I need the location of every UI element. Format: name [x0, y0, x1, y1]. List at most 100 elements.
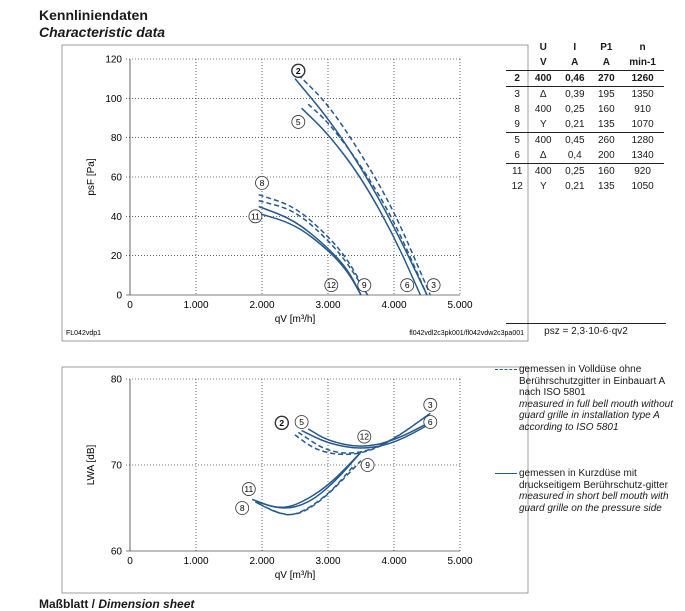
curve-marker-2 — [291, 63, 306, 78]
table-cell-row-u: 400 — [534, 166, 552, 177]
series-line-11 — [251, 451, 362, 509]
series-line-5 — [301, 421, 434, 449]
curve-marker-6 — [400, 278, 415, 293]
chart-frame — [61, 44, 529, 342]
series-line-3 — [297, 74, 431, 296]
curve-label-5: 5 — [299, 417, 304, 427]
curve-marker-9 — [357, 278, 372, 293]
x-tick-label: 1.000 — [183, 556, 208, 567]
y-axis-label: LWA [dB] — [86, 444, 97, 485]
x-tick-label: 5.000 — [447, 556, 472, 567]
series-line-8 — [258, 193, 369, 296]
series-line-3 — [297, 412, 431, 454]
table-cell-row-id: 5 — [514, 135, 520, 146]
x-tick-label: 4.000 — [381, 556, 406, 567]
curve-label-8: 8 — [260, 178, 265, 188]
curve-marker-2 — [274, 415, 290, 431]
x-tick-label: 4.000 — [381, 300, 406, 311]
table-cell-row-id: 6 — [506, 148, 529, 164]
table-cell-row-id: 12 — [511, 181, 523, 192]
table-cell-row-u: Y — [539, 181, 547, 192]
page-title: Kennliniendaten — [39, 7, 148, 23]
table-cell-row-u: Δ — [528, 148, 559, 164]
legend-solid: gemessen in Kurzdüse mit druckseitigem B… — [495, 468, 675, 514]
table-unit-id — [506, 55, 529, 71]
page-subtitle: Characteristic data — [39, 24, 166, 40]
table-unit-u: V — [528, 55, 559, 71]
table-cell-row-p: 260 — [597, 135, 615, 146]
x-tick-label: 0 — [127, 556, 133, 567]
table-cell-row-p: 270 — [591, 70, 622, 87]
y-tick-label: 0 — [116, 291, 122, 302]
table-cell-row-i: 0,39 — [565, 89, 585, 100]
legend-solid-de: gemessen in Kurzdüse mit druckseitigem B… — [519, 468, 668, 491]
series-line-11 — [255, 211, 362, 296]
table-cell-row-i: 0,25 — [565, 104, 585, 115]
table-cell-row-n: 1260 — [621, 70, 664, 87]
series-line-12 — [258, 205, 362, 296]
sound-power-chart: 0 1.000 2.000 3.000 4.000 5.000 60 70 80 qV [m³/h… — [61, 366, 529, 594]
table-cell-row-p: 200 — [591, 148, 622, 164]
curve-marker-8 — [235, 501, 250, 515]
table-cell-row-u: 400 — [534, 135, 552, 146]
curve-marker-3 — [423, 397, 438, 412]
series-line-2 — [294, 78, 428, 296]
table-row: 2 400 0,46 270 1260 — [506, 70, 664, 87]
table-cell-row-id: 8 — [514, 104, 520, 115]
curve-marker-11 — [248, 209, 263, 224]
table-cell-row-n: 910 — [634, 104, 651, 115]
curve-label-2: 2 — [279, 418, 284, 428]
y-tick-label: 80 — [111, 375, 123, 386]
footer-title-en: Dimension sheet — [98, 597, 195, 611]
series-line-6 — [307, 103, 428, 296]
y-tick-label: 70 — [111, 461, 123, 472]
curve-label-5: 5 — [296, 117, 301, 127]
legend-dashed-de: gemessen in Volldüse ohne Berührschutzgi… — [519, 364, 665, 398]
chart-note-left: FL042vdp1 — [66, 330, 101, 337]
footer-title-de: Maßblatt — [39, 597, 89, 611]
x-axis-label: qV [m³/h] — [275, 314, 316, 325]
curve-label-9: 9 — [362, 280, 367, 290]
y-tick-label: 60 — [111, 173, 123, 184]
table-row: 3 Δ 0,39 195 1350 — [506, 87, 664, 103]
curve-label-12: 12 — [360, 432, 370, 442]
table-cell-row-u: 400 — [534, 104, 552, 115]
legend-dashed-en: measured in full bell mouth without guar… — [519, 398, 673, 433]
table-cell-row-u: Y — [528, 117, 559, 133]
table-row: 12 Y 0,21 135 1050 — [506, 179, 664, 194]
chart-frame — [61, 366, 529, 594]
x-axis-label: qV [m³/h] — [275, 570, 316, 581]
curve-marker-3 — [426, 278, 441, 293]
curve-label-9: 9 — [365, 460, 370, 470]
curve-label-11: 11 — [244, 484, 253, 494]
table-cell-row-i: 0,21 — [558, 117, 592, 133]
table-header-p: P1 — [600, 42, 613, 53]
series-line-9 — [258, 460, 362, 516]
curve-marker-6 — [423, 415, 438, 429]
curve-label-12: 12 — [327, 280, 337, 290]
table-cell-row-p: 160 — [597, 104, 615, 115]
table-cell-row-p: 160 — [597, 166, 615, 177]
table-header-u: U — [539, 42, 547, 53]
table-header-n: n — [639, 42, 646, 53]
x-tick-label: 3.000 — [315, 556, 340, 567]
table-row: 5 400 0,45 260 1280 — [506, 133, 664, 149]
chart-note-right: fl042vdl2c3pk001/fl042vdw2c3pa001 — [409, 330, 524, 337]
y-tick-label: 60 — [111, 547, 123, 558]
table-header-i: I — [573, 42, 577, 53]
table-cell-row-n: 1340 — [621, 148, 664, 164]
table-row: 8 400 0,25 160 910 — [506, 102, 664, 117]
table-row: 6 Δ 0,4 200 1340 — [506, 148, 664, 164]
legend-solid-en: measured in short bell mouth with guard … — [519, 491, 669, 514]
y-tick-label: 80 — [111, 133, 123, 144]
table-cell-row-i: 0,4 — [558, 148, 592, 164]
curve-label-3: 3 — [431, 280, 436, 290]
solid-line-icon — [495, 473, 517, 474]
table-cell-row-p: 195 — [597, 89, 615, 100]
table-cell-row-i: 0,21 — [565, 181, 585, 192]
series-line-5 — [301, 107, 422, 296]
y-tick-label: 40 — [111, 212, 123, 223]
y-axis-label: psF [Pa] — [86, 158, 97, 195]
table-row: 11 400 0,25 160 920 — [506, 164, 664, 180]
curve-label-6: 6 — [428, 417, 433, 427]
